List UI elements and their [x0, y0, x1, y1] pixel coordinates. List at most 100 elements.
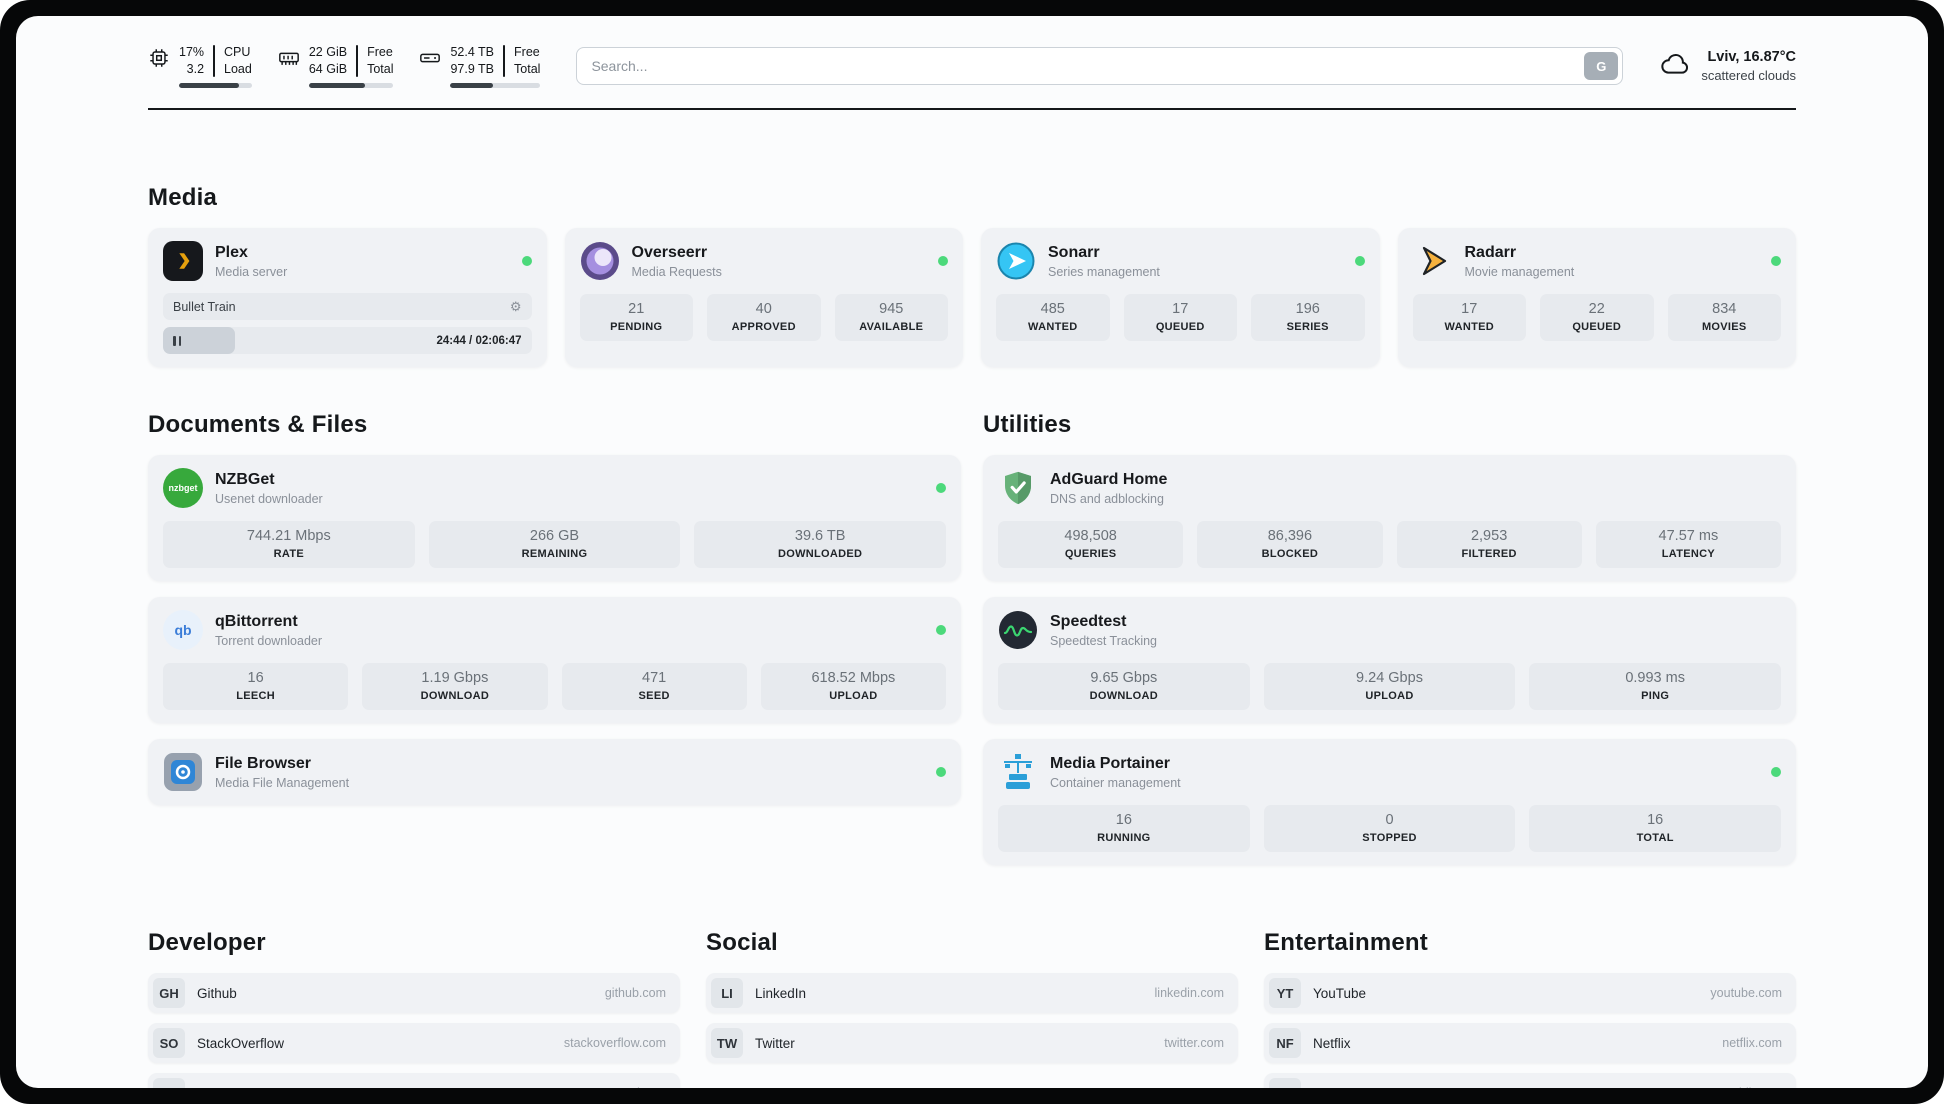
stat-value: 744.21 Mbps [246, 528, 331, 544]
middle-columns: Documents & Files nzbget NZBGet Usenet d… [148, 411, 1796, 865]
bookmark-reddit[interactable]: RE Reddit reddit.com [1264, 1073, 1796, 1088]
section-title-utilities: Utilities [983, 411, 1072, 438]
bookmark-url: dev.to [633, 1086, 666, 1088]
pause-icon[interactable] [173, 335, 181, 346]
ram-icon [278, 47, 300, 69]
bookmark-stackoverflow[interactable]: SO StackOverflow stackoverflow.com [148, 1023, 680, 1063]
section-media: Media Plex Media server [148, 184, 1796, 367]
card-head: Radarr Movie management [1413, 241, 1781, 281]
app-card-speedtest[interactable]: Speedtest Speedtest Tracking 9.65 Gbps D… [983, 597, 1796, 723]
app-card-qbittorrent[interactable]: qb qBittorrent Torrent downloader 16 LEE… [148, 597, 961, 723]
stat-value: 196 [1295, 301, 1320, 317]
gear-icon[interactable]: ⚙ [509, 299, 522, 314]
app-meta: AdGuard Home DNS and adblocking [1050, 471, 1167, 506]
stat-label: UPLOAD [829, 690, 878, 702]
stat-movies: 834 MOVIES [1667, 294, 1781, 341]
bookmark-dev[interactable]: DT DEV dev.to [148, 1073, 680, 1088]
cpu-load-label: Load [224, 61, 252, 76]
bookmarks: Developer GH Github github.com SO StackO… [148, 929, 1796, 1088]
status-online-dot [938, 256, 948, 266]
bookmark-abbr: TW [711, 1028, 743, 1058]
card-head: Speedtest Speedtest Tracking [998, 610, 1781, 650]
stat-seed: 471 SEED [561, 663, 747, 710]
app-subtitle: Speedtest Tracking [1050, 633, 1158, 648]
bookmark-url: netflix.com [1722, 1036, 1782, 1050]
bookmark-group-entertainment: Entertainment YT YouTube youtube.com NF … [1264, 929, 1796, 1088]
card-head: nzbget NZBGet Usenet downloader [163, 468, 946, 508]
stat-downloaded: 39.6 TB DOWNLOADED [694, 521, 946, 568]
status-online-dot [521, 256, 532, 266]
stats-row: 744.21 Mbps RATE 266 GB REMAINING 39.6 T… [163, 521, 946, 568]
stat-value: 0.993 ms [1625, 670, 1685, 686]
stat-pending: 21 PENDING [579, 294, 693, 341]
cpu-load-value: 3.2 [186, 61, 205, 76]
stat-label: STOPPED [1362, 832, 1417, 844]
search-input[interactable] [576, 47, 1624, 85]
stat-value: 0 [1385, 812, 1394, 828]
bookmark-github[interactable]: GH Github github.com [148, 973, 680, 1013]
card-head: qb qBittorrent Torrent downloader [163, 610, 946, 650]
card-head: Sonarr Series management [996, 241, 1365, 281]
media-grid: Plex Media server Bullet Train ⚙ [148, 228, 1796, 367]
stats-row: 17 WANTED 22 QUEUED 834 MOVIES [1412, 294, 1781, 341]
search-engine-button[interactable]: G [1584, 52, 1619, 80]
bookmark-abbr: SO [153, 1028, 185, 1058]
stat-value: 2,953 [1470, 528, 1508, 544]
card-head: Overseerr Media Requests [580, 241, 948, 281]
storage-widget: 52.4 TB 97.9 TB Free Total [419, 44, 541, 88]
storage-total-value: 97.9 TB [450, 61, 495, 76]
nzbget-icon: nzbget [163, 468, 203, 508]
filebrowser-icon [163, 752, 203, 792]
stat-label: PENDING [610, 321, 663, 333]
stat-label: DOWNLOAD [420, 690, 490, 702]
section-title-media: Media [148, 184, 218, 211]
memory-total-label: Total [367, 61, 394, 76]
app-name: Speedtest [1050, 612, 1127, 630]
bookmark-linkedin[interactable]: LI LinkedIn linkedin.com [706, 973, 1238, 1013]
card-head: Media Portainer Container management [998, 752, 1781, 792]
now-playing-title-row: Bullet Train ⚙ [163, 293, 532, 320]
stat-label: QUERIES [1064, 548, 1117, 560]
bookmark-abbr: DT [153, 1078, 185, 1088]
bookmark-youtube[interactable]: YT YouTube youtube.com [1264, 973, 1796, 1013]
stat-download: 1.19 Gbps DOWNLOAD [362, 663, 548, 710]
bookmark-group-social: Social LI LinkedIn linkedin.com TW Twitt… [706, 929, 1238, 1073]
app-card-filebrowser[interactable]: File Browser Media File Management [148, 739, 961, 805]
playback-progress-bar[interactable]: 24:44 / 02:06:47 [163, 327, 532, 354]
stat-label: REMAINING [521, 548, 588, 560]
cpu-chip-icon [148, 47, 170, 69]
stat-queued: 22 QUEUED [1540, 294, 1654, 341]
stats-row: 21 PENDING 40 APPROVED 945 AVAILABLE [579, 294, 948, 341]
app-card-radarr[interactable]: Radarr Movie management 17 WANTED 2 [1397, 228, 1796, 367]
section-documents: Documents & Files nzbget NZBGet Usenet d… [148, 411, 961, 805]
bookmark-group-developer: Developer GH Github github.com SO StackO… [148, 929, 680, 1088]
speedtest-icon [998, 610, 1038, 650]
cpu-widget: 17% 3.2 CPU Load [148, 44, 252, 88]
bookmark-name: YouTube [1313, 985, 1367, 1001]
app-meta: Plex Media server [215, 244, 287, 279]
app-card-overseerr[interactable]: Overseerr Media Requests 21 PENDING [564, 228, 963, 367]
stat-value: 21 [628, 301, 645, 317]
app-card-nzbget[interactable]: nzbget NZBGet Usenet downloader 744.21 M… [148, 455, 961, 581]
bookmark-abbr: GH [153, 978, 185, 1008]
card-head: File Browser Media File Management [163, 752, 946, 792]
app-subtitle: Usenet downloader [215, 491, 323, 506]
app-card-sonarr[interactable]: Sonarr Series management 485 WANTED [981, 228, 1380, 367]
cpu-usage-bar-fill [179, 82, 240, 88]
app-subtitle: Container management [1050, 775, 1181, 790]
app-card-adguard[interactable]: AdGuard Home DNS and adblocking 498,508 … [983, 455, 1796, 581]
stat-label: SERIES [1286, 321, 1329, 333]
app-meta: qBittorrent Torrent downloader [215, 613, 322, 648]
app-card-plex[interactable]: Plex Media server Bullet Train ⚙ [148, 228, 547, 367]
stat-value: 471 [642, 670, 667, 686]
stat-label: FILTERED [1461, 548, 1517, 560]
stat-value: 47.57 ms [1658, 528, 1719, 544]
bookmark-twitter[interactable]: TW Twitter twitter.com [706, 1023, 1238, 1063]
bookmark-url: reddit.com [1724, 1086, 1782, 1088]
app-card-portainer[interactable]: Media Portainer Container management 16 … [983, 739, 1796, 865]
stat-label: MOVIES [1701, 321, 1747, 333]
stat-label: PING [1641, 690, 1670, 702]
stat-ping: 0.993 ms PING [1529, 663, 1781, 710]
bookmark-netflix[interactable]: NF Netflix netflix.com [1264, 1023, 1796, 1063]
stat-label: QUEUED [1155, 321, 1205, 333]
